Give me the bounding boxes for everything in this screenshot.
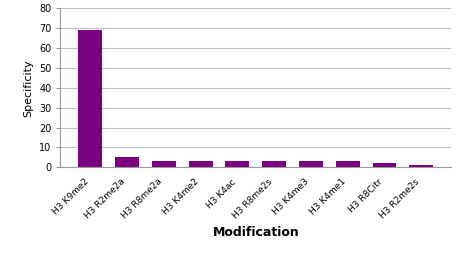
X-axis label: Modification: Modification bbox=[213, 227, 299, 239]
Y-axis label: Specificity: Specificity bbox=[24, 59, 33, 117]
Bar bbox=[336, 161, 360, 167]
Bar bbox=[409, 166, 433, 167]
Bar bbox=[226, 161, 249, 167]
Bar bbox=[372, 163, 397, 167]
Bar bbox=[115, 157, 139, 167]
Bar bbox=[299, 161, 323, 167]
Bar bbox=[189, 161, 213, 167]
Bar bbox=[78, 30, 102, 167]
Bar bbox=[262, 161, 286, 167]
Bar bbox=[152, 161, 176, 167]
